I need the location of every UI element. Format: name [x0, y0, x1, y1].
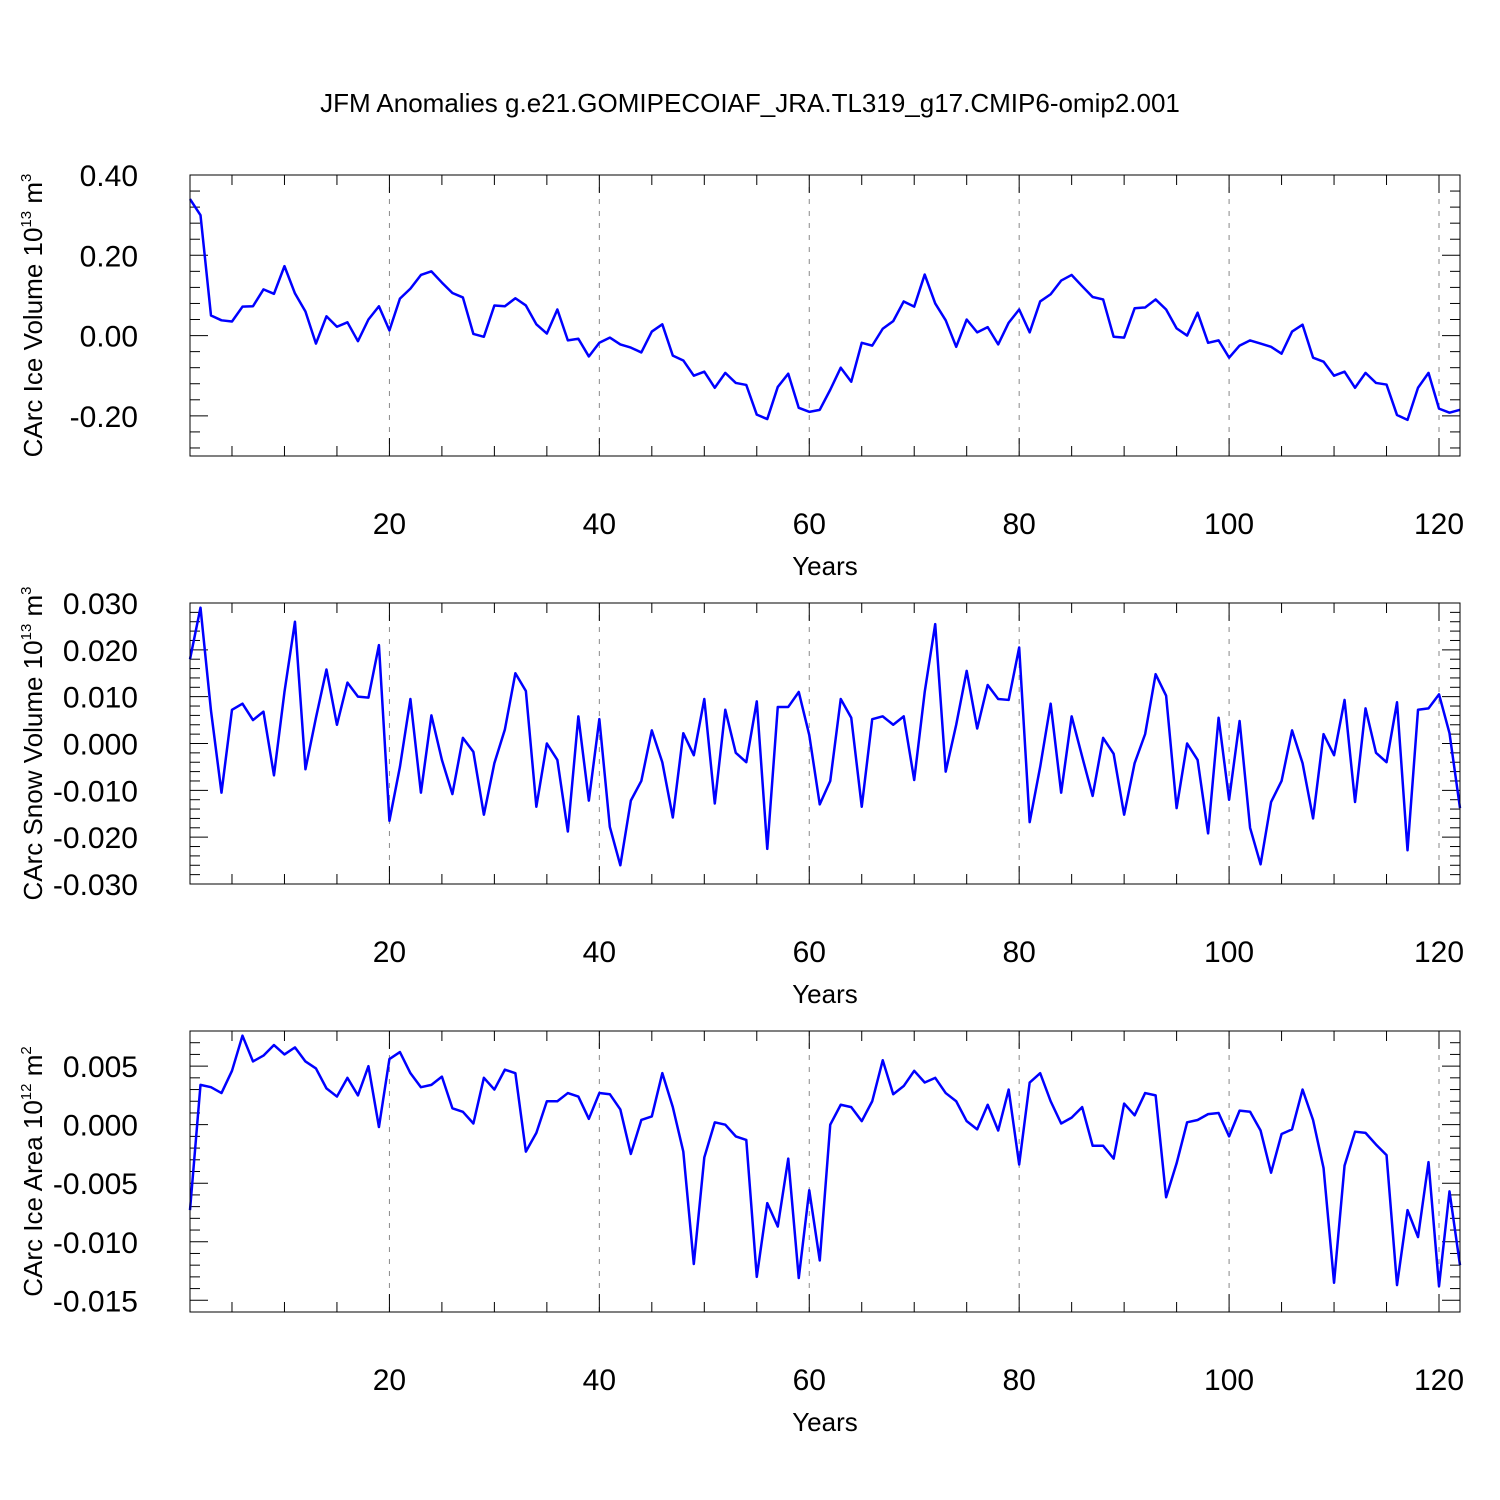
plot-frame [189, 602, 1461, 885]
y-tick-label: 0.40 [80, 160, 138, 193]
series-line [188, 606, 1462, 867]
x-tick-label: 40 [583, 1364, 616, 1397]
x-tick-label: 40 [583, 936, 616, 969]
y-axis-label: CArc Ice Area 1012 m2 [18, 1046, 48, 1296]
y-tick-label: -0.005 [53, 1168, 138, 1201]
x-tick-label: 120 [1414, 936, 1464, 969]
panel-1: -0.20 0.00 0.20 0.40 20 40 60 80 100 120 Years CArc… [18, 160, 1464, 581]
y-tick-label: 0.030 [63, 588, 138, 621]
y-tick-label: -0.010 [53, 1227, 138, 1260]
y-tick-label: 0.20 [80, 240, 138, 273]
panel-2: -0.030 -0.020 -0.010 0.000 0.010 0.020 0.030 20… [18, 586, 1464, 1009]
x-tick-label: 60 [793, 508, 826, 541]
y-tick-label: 0.00 [80, 321, 138, 354]
y-tick-label: 0.000 [63, 729, 138, 762]
y-axis-label: CArc Snow Volume 1013 m3 [18, 586, 48, 900]
y-tick-label: -0.015 [53, 1285, 138, 1318]
series-line [188, 1034, 1462, 1288]
panel-3: -0.015 -0.010 -0.005 0.000 0.005 20 40 60 80 100 1… [18, 1030, 1464, 1437]
y-tick-label: 0.020 [63, 635, 138, 668]
y-tick-label: -0.20 [70, 401, 138, 434]
x-tick-label: 20 [373, 508, 406, 541]
y-tick-label: -0.010 [53, 775, 138, 808]
y-tick-label: -0.020 [53, 822, 138, 855]
x-axis-label: Years [792, 979, 858, 1009]
y-tick-label: 0.000 [63, 1110, 138, 1143]
x-tick-label: 100 [1204, 508, 1254, 541]
x-tick-label: 20 [373, 1364, 406, 1397]
x-tick-label: 100 [1204, 936, 1254, 969]
y-axis-label: CArc Ice Volume 1013 m3 [18, 174, 48, 458]
x-tick-label: 80 [1002, 936, 1035, 969]
y-tick-label: -0.030 [53, 869, 138, 902]
x-tick-label: 80 [1002, 1364, 1035, 1397]
x-tick-label: 60 [793, 936, 826, 969]
panels: -0.20 0.00 0.20 0.40 20 40 60 80 100 120 Years CArc… [18, 160, 1464, 1437]
y-tick-label: 0.005 [63, 1051, 138, 1084]
x-tick-label: 40 [583, 508, 616, 541]
series-line [188, 198, 1461, 422]
figure-title: JFM Anomalies g.e21.GOMIPECOIAF_JRA.TL31… [320, 88, 1180, 118]
plot-frame [189, 1030, 1461, 1313]
x-axis-label: Years [792, 551, 858, 581]
y-tick-label: 0.010 [63, 682, 138, 715]
x-tick-label: 100 [1204, 1364, 1254, 1397]
x-axis-label: Years [792, 1407, 858, 1437]
plot-frame [189, 174, 1461, 457]
x-tick-label: 120 [1414, 508, 1464, 541]
x-tick-label: 80 [1002, 508, 1035, 541]
x-tick-label: 120 [1414, 1364, 1464, 1397]
x-tick-label: 20 [373, 936, 406, 969]
x-tick-label: 60 [793, 1364, 826, 1397]
